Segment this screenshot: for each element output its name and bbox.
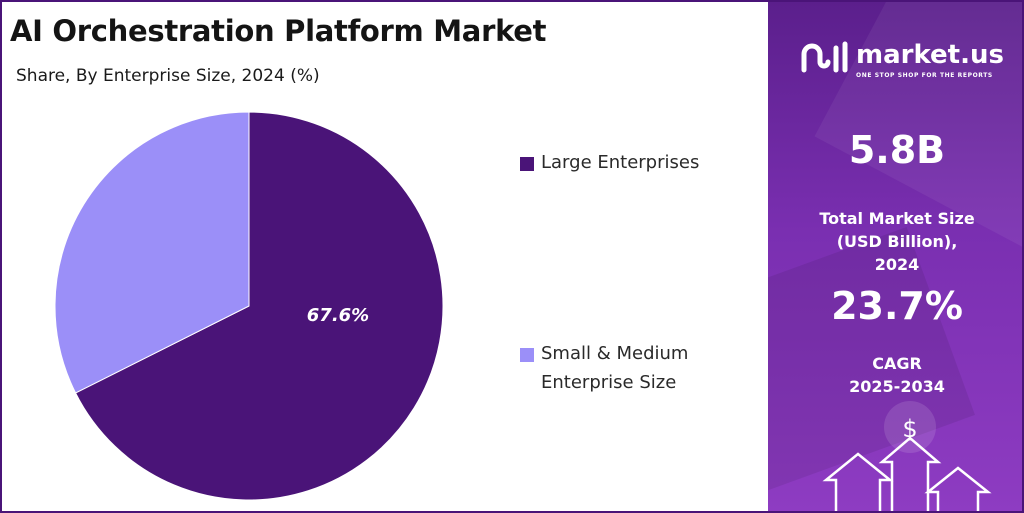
up-arrow-icon xyxy=(822,436,992,511)
pie-chart: 67.6% xyxy=(54,111,444,501)
cagr-value: 23.7% xyxy=(831,284,963,328)
legend-label-large: Large Enterprises xyxy=(541,152,700,173)
brand-logo: market.us ONE STOP SHOP FOR THE REPORTS xyxy=(800,40,1010,80)
pie-slice-small-medium xyxy=(54,111,250,394)
brand-name: market.us xyxy=(856,40,1004,70)
svg-text:$: $ xyxy=(902,415,917,443)
growth-arrows-graphic: $ xyxy=(822,401,992,511)
dollar-icon: $ xyxy=(884,401,936,453)
legend-swatch-large xyxy=(520,157,534,171)
brand-tagline: ONE STOP SHOP FOR THE REPORTS xyxy=(856,72,993,79)
pie-slice-large-enterprises xyxy=(74,111,444,501)
chart-subtitle: Share, By Enterprise Size, 2024 (%) xyxy=(16,66,320,86)
cagr-period: 2025-2034 xyxy=(849,377,945,396)
stats-sidebar: market.us ONE STOP SHOP FOR THE REPORTS … xyxy=(768,2,1022,511)
cagr-label: CAGR xyxy=(872,354,922,373)
legend-swatch-small xyxy=(520,348,534,362)
data-label-large-enterprises: 67.6% xyxy=(307,305,369,326)
chart-panel: AI Orchestration Platform Market Share, … xyxy=(2,2,768,511)
market-us-logo-icon xyxy=(801,41,848,73)
market-size-label: Total Market Size (USD Billion), 2024 xyxy=(819,209,975,274)
legend-label-small: Small & Medium Enterprise Size xyxy=(541,343,689,393)
market-size-value: 5.8B xyxy=(848,128,946,172)
chart-title: AI Orchestration Platform Market xyxy=(10,14,547,48)
